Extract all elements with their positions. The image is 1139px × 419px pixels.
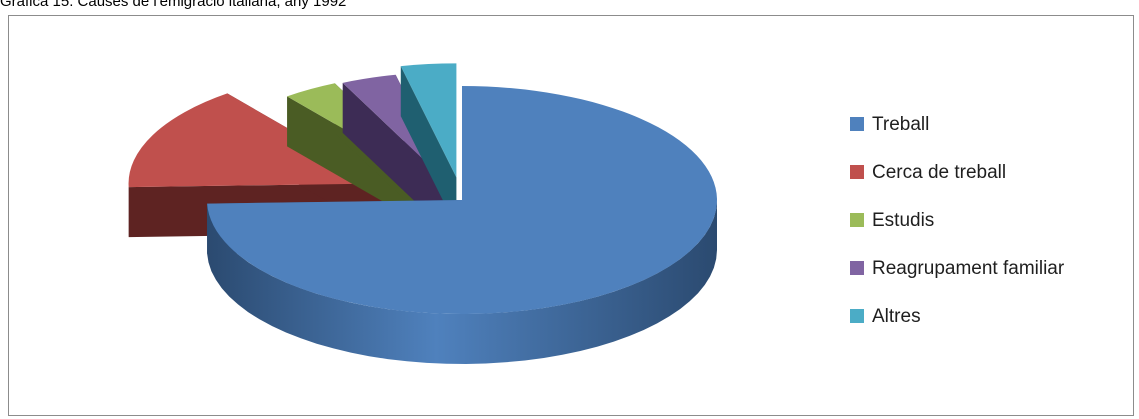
legend-swatch [850, 165, 864, 179]
legend-swatch [850, 309, 864, 323]
chart-caption: Gràfica 15. Causes de l'emigració italia… [0, 0, 347, 10]
slice-top-face [400, 63, 457, 178]
slice-treball [207, 86, 717, 364]
slice-altres [400, 63, 457, 228]
legend-item-cerca-de-treball: Cerca de treball [850, 162, 1006, 183]
legend-label: Treball [872, 114, 929, 135]
legend-item-reagrupament-familiar: Reagrupament familiar [850, 258, 1065, 279]
legend-item-altres: Altres [850, 306, 921, 327]
legend-swatch [850, 117, 864, 131]
slice-cut-face [342, 82, 452, 236]
legend-swatch [850, 213, 864, 227]
slice-cut-face [400, 66, 457, 228]
legend-label: Cerca de treball [872, 162, 1006, 183]
slice-side-wall [207, 200, 717, 364]
pie-layer [128, 63, 717, 364]
legend: Treball Cerca de treball Estudis Reagrupame… [850, 114, 1065, 327]
legend-label: Altres [872, 306, 921, 327]
slice-top-face [207, 86, 717, 314]
legend-label: Estudis [872, 210, 934, 231]
legend-item-estudis: Estudis [850, 210, 934, 231]
legend-swatch [850, 261, 864, 275]
legend-label: Reagrupament familiar [872, 258, 1065, 279]
legend-item-treball: Treball [850, 114, 929, 135]
